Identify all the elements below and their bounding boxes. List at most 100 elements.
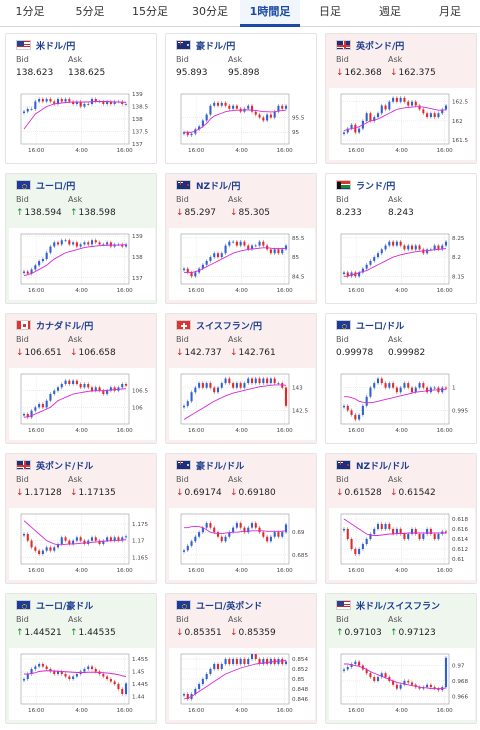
bid-value: ↓142.737 [176, 348, 222, 358]
rate-card[interactable]: カナダドル/円 Bid Ask ↓106.651 ↓106.658 16:00 4:00 16… [5, 313, 157, 444]
rate-card[interactable]: ユーロ/英ポンド Bid Ask ↓0.85351 ↓0.85359 16:00 4:00 1… [165, 593, 317, 724]
candle-body [209, 383, 212, 388]
tab-6[interactable]: 日足 [319, 5, 341, 18]
candle-body [26, 414, 29, 418]
pair-name[interactable]: ユーロ/英ポンド [196, 601, 263, 612]
pair-name[interactable]: 豪ドル/円 [196, 41, 236, 52]
x-tick-label: 16:00 [117, 428, 134, 434]
ask-value: 95.898 [228, 68, 260, 78]
rate-card[interactable]: スイスフラン/円 Bid Ask ↓142.737 ↓142.761 16:00 4:00 1… [165, 313, 317, 444]
timeframe-tabs: 1分足 5分足 15分足 30分足 1時間足 日足 週足 月足 [0, 0, 480, 27]
price-chart[interactable]: 16:00 4:00 16:00 162.5 162 161.5 [329, 88, 475, 160]
pair-name[interactable]: 米ドル/円 [36, 41, 76, 52]
candle-body [79, 244, 82, 247]
pair-name[interactable]: 英ポンド/ドル [36, 461, 94, 472]
price-chart[interactable]: 16:00 4:00 16:00 143 142.5 [169, 368, 315, 440]
candle-body [182, 550, 186, 552]
rate-card[interactable]: ランド/円 Bid Ask 8.233 8.243 16:00 4:00 16:00 8.25 8… [325, 173, 477, 304]
price-chart[interactable]: 16:00 4:00 16:00 1 0.995 [329, 368, 475, 440]
arrow-down-icon: ↓ [16, 488, 24, 498]
candle-body [239, 659, 242, 664]
rate-card[interactable]: 米ドル/円 Bid Ask 138.623 138.625 16:00 4:00 16:00 1… [5, 33, 157, 164]
candle-body [433, 387, 436, 389]
price-chart[interactable]: 16:00 4:00 16:00 0.618 0.616 0.614 0.612 0.61 [329, 508, 475, 580]
candle-body [376, 378, 380, 384]
pair-name[interactable]: ランド/円 [356, 181, 396, 192]
candle-body [56, 671, 60, 674]
pair-name[interactable]: NZドル/円 [196, 181, 241, 192]
rate-card[interactable]: 英ポンド/ドル Bid Ask ↓1.17128 ↓1.17135 16:00 4:00 16… [5, 453, 157, 584]
tab-4[interactable]: 30分足 [192, 5, 228, 18]
rate-card[interactable]: ユーロ/円 Bid Ask ↑138.594 ↑138.598 16:00 4:00 16:0… [5, 173, 157, 304]
pair-name[interactable]: NZドル/ドル [356, 461, 410, 472]
price-chart[interactable]: 16:00 4:00 16:00 85.5 85 84.5 [169, 228, 315, 300]
price-chart[interactable]: 16:00 4:00 16:00 106.5 106 [9, 368, 155, 440]
candle-body [281, 659, 284, 664]
tab-5[interactable]: 1時間足 [240, 0, 300, 27]
x-tick-label: 16:00 [277, 288, 294, 294]
price-chart[interactable]: 16:00 4:00 16:00 1.175 1.17 1.165 [9, 508, 155, 580]
candle-body [22, 111, 26, 113]
price-chart[interactable]: 16:00 4:00 16:00 0.854 0.852 0.85 0.848 0.846 [169, 648, 315, 720]
candle-body [388, 383, 391, 388]
candle-body [410, 245, 414, 250]
candle-body [194, 129, 197, 134]
price-chart[interactable]: 16:00 4:00 16:00 8.25 8.2 8.15 [329, 228, 475, 300]
rate-card[interactable]: NZドル/円 Bid Ask ↓85.297 ↓85.305 16:00 4:00 16:00… [165, 173, 317, 304]
candle-body [444, 387, 448, 389]
candle-body [250, 378, 254, 384]
candle-body [426, 529, 429, 534]
price-chart[interactable]: 16:00 4:00 16:00 95.5 95 [169, 88, 315, 160]
pair-name[interactable]: ユーロ/豪ドル [36, 601, 94, 612]
pair-name[interactable]: カナダドル/円 [36, 321, 94, 332]
rate-card[interactable]: 米ドル/スイスフラン Bid Ask ↑0.97103 ↑0.97123 16:00 4:0… [325, 593, 477, 724]
rate-card[interactable]: 豪ドル/円 Bid Ask 95.893 95.898 16:00 4:00 16:00 95.… [165, 33, 317, 164]
price-chart[interactable]: 16:00 4:00 16:00 0.69 0.685 [169, 508, 315, 580]
price-chart[interactable]: 16:00 4:00 16:00 1.455 1.45 1.445 1.44 [9, 648, 155, 720]
tab-8[interactable]: 月足 [439, 5, 461, 18]
ask-value: ↓0.85359 [230, 628, 276, 638]
y-tick-label: 0.685 [292, 553, 308, 559]
moving-average-line [343, 518, 446, 536]
pair-name[interactable]: ユーロ/円 [36, 181, 76, 192]
moving-average-line [343, 106, 447, 131]
bid-label: Bid [16, 195, 29, 204]
candle-body [113, 387, 116, 391]
x-tick-label: 16:00 [117, 708, 134, 714]
card-header: ユーロ/ドル [336, 319, 405, 332]
candle-body [213, 102, 216, 106]
bid-label: Bid [16, 55, 29, 64]
candle-body [201, 264, 204, 269]
rate-card[interactable]: ユーロ/ドル Bid Ask 0.99978 0.99982 16:00 4:00 16:00… [325, 313, 477, 444]
rate-card[interactable]: ユーロ/豪ドル Bid Ask ↑1.44521 ↑1.44535 16:00 4:00 16… [5, 593, 157, 724]
tab-1[interactable]: 1分足 [15, 5, 45, 18]
pair-name[interactable]: スイスフラン/円 [196, 321, 263, 332]
tab-7[interactable]: 週足 [379, 5, 401, 18]
candle-body [418, 105, 421, 110]
bid-value: 95.893 [176, 68, 208, 78]
price-chart[interactable]: 16:00 4:00 16:00 139 138.5 138 137.5 137 [9, 88, 155, 160]
price-chart[interactable]: 16:00 4:00 16:00 139 138 137 [9, 228, 155, 300]
pair-name[interactable]: 英ポンド/円 [356, 41, 405, 52]
candle-body [224, 102, 227, 106]
pair-name[interactable]: 豪ドル/ドル [196, 461, 245, 472]
tab-3[interactable]: 15分足 [132, 5, 168, 18]
pair-name[interactable]: 米ドル/スイスフラン [356, 601, 441, 612]
tab-2[interactable]: 5分足 [75, 5, 105, 18]
candle-body [34, 265, 37, 270]
candle-body [277, 105, 280, 112]
price-chart[interactable]: 16:00 4:00 16:00 0.97 0.968 0.966 [329, 648, 475, 720]
candle-body [75, 537, 78, 541]
candle-body [418, 687, 421, 689]
y-tick-label: 1.175 [132, 522, 148, 528]
rate-card[interactable]: 豪ドル/ドル Bid Ask ↓0.69174 ↓0.69180 16:00 4:00 16:… [165, 453, 317, 584]
candle-body [429, 684, 432, 688]
candle-body [444, 657, 448, 688]
rate-card[interactable]: NZドル/ドル Bid Ask ↓0.61528 ↓0.61542 16:00 4:00 16… [325, 453, 477, 584]
x-tick-label: 16:00 [277, 708, 294, 714]
candle-body [281, 532, 284, 537]
x-tick-label: 16:00 [117, 288, 134, 294]
candle-body [414, 101, 417, 106]
rate-card[interactable]: 英ポンド/円 Bid Ask ↓162.368 ↓162.375 16:00 4:00 16:… [325, 33, 477, 164]
pair-name[interactable]: ユーロ/ドル [356, 321, 405, 332]
